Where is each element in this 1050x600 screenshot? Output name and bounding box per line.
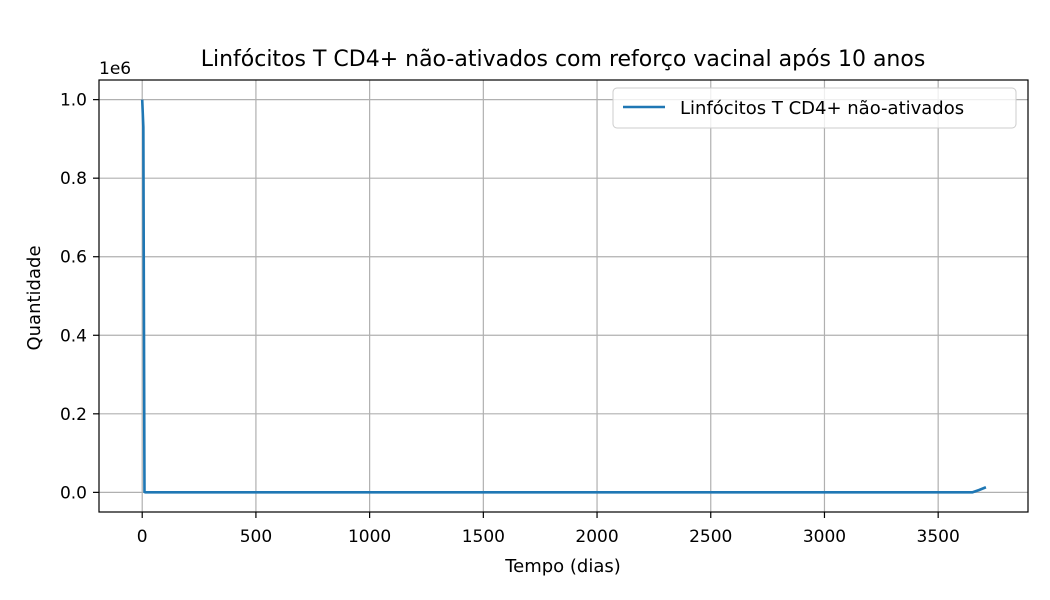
y-tick-label: 0.0 (60, 483, 87, 503)
y-tick-label: 0.4 (60, 326, 87, 346)
series-line (140, 99, 987, 494)
y-axis-ticks: 0.0 0.2 0.4 0.6 0.8 1.0 (60, 91, 99, 503)
plot-frame (98, 79, 1029, 513)
x-tick-label: 1500 (462, 527, 505, 547)
x-tick-label: 500 (240, 527, 272, 547)
x-axis-ticks: 0 500 1000 1500 2000 2500 3000 3500 (137, 512, 960, 547)
legend-box (612, 87, 1017, 129)
series-group (140, 99, 987, 494)
x-tick-label: 3500 (917, 527, 960, 547)
x-tick-label: 3000 (803, 527, 846, 547)
y-offset-label: 1e6 (99, 59, 131, 79)
x-tick-label: 0 (137, 527, 148, 547)
chart-title: Linfócitos T CD4+ não-ativados com refor… (201, 47, 926, 72)
y-tick-label: 0.2 (60, 405, 87, 425)
x-tick-label: 1000 (348, 527, 391, 547)
legend-label: Linfócitos T CD4+ não-ativados (680, 98, 964, 119)
grid-lines (99, 80, 1028, 512)
x-tick-label: 2500 (689, 527, 732, 547)
y-tick-label: 0.6 (60, 248, 87, 268)
y-tick-label: 1.0 (60, 91, 87, 111)
x-axis-label: Tempo (dias) (504, 556, 621, 577)
x-tick-label: 2000 (575, 527, 618, 547)
y-axis-label: Quantidade (24, 245, 45, 350)
legend: Linfócitos T CD4+ não-ativados (612, 87, 1017, 129)
y-tick-label: 0.8 (60, 169, 87, 189)
